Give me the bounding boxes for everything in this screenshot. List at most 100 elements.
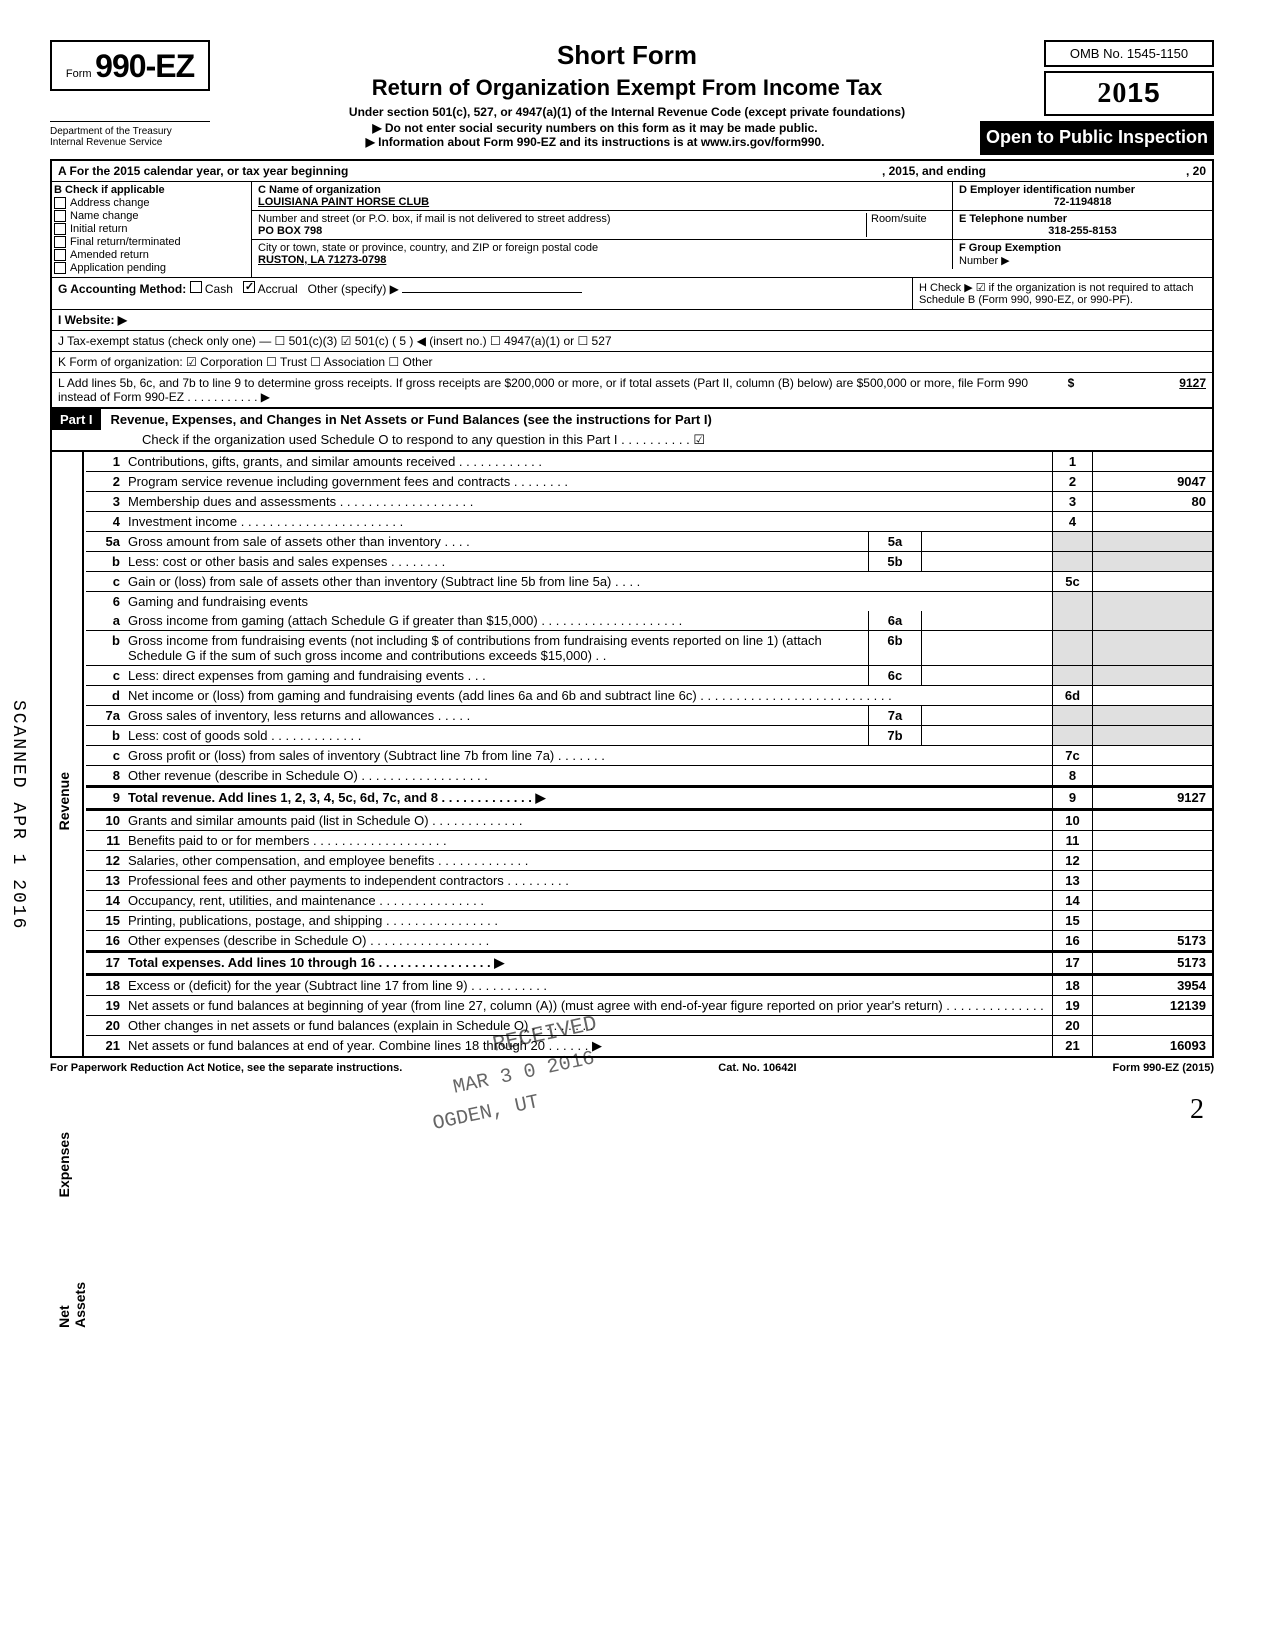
E-label: E Telephone number — [959, 213, 1206, 225]
chk-name-change[interactable]: Name change — [54, 210, 249, 222]
line21-amt: 16093 — [1092, 1036, 1212, 1056]
chk-accrual[interactable] — [243, 281, 255, 293]
L-text: L Add lines 5b, 6c, and 7b to line 9 to … — [58, 376, 1056, 404]
line10-amt — [1092, 811, 1212, 830]
scanned-stamp-side: SCANNED APR 1 2016 — [8, 700, 28, 930]
line6b-sub: 6b — [868, 631, 922, 665]
line1-amt — [1092, 452, 1212, 471]
part1-check-note: Check if the organization used Schedule … — [52, 430, 1212, 450]
subheader-row: Department of the Treasury Internal Reve… — [50, 121, 1214, 155]
row-I: I Website: ▶ — [52, 310, 1212, 331]
line6b-text: Gross income from fundraising events (no… — [124, 631, 868, 665]
row-K: K Form of organization: ☑ Corporation ☐ … — [52, 352, 1212, 373]
line8-amt — [1092, 766, 1212, 785]
row-J: J Tax-exempt status (check only one) — ☐… — [52, 331, 1212, 352]
org-name: LOUISIANA PAINT HORSE CLUB — [258, 196, 946, 208]
line12-amt — [1092, 851, 1212, 870]
H-note: H Check ▶ ☑ if the organization is not r… — [912, 278, 1212, 309]
city-label: City or town, state or province, country… — [258, 242, 946, 254]
chk-label: Initial return — [70, 223, 127, 235]
footer-row: For Paperwork Reduction Act Notice, see … — [50, 1062, 1214, 1074]
line5c-amt — [1092, 572, 1212, 591]
line5a-sub: 5a — [868, 532, 922, 551]
dept-treasury: Department of the Treasury Internal Reve… — [50, 121, 210, 148]
col-CDE: C Name of organization LOUISIANA PAINT H… — [252, 182, 1212, 277]
chk-amended-return[interactable]: Amended return — [54, 249, 249, 261]
row-GH: G Accounting Method: Cash Accrual Other … — [52, 278, 1212, 310]
G-label: G Accounting Method: — [58, 282, 186, 296]
line6c-text: Less: direct expenses from gaming and fu… — [124, 666, 868, 685]
return-title: Return of Organization Exempt From Incom… — [220, 75, 1034, 101]
F-label: F Group Exemption — [959, 242, 1061, 254]
line6d-text: Net income or (loss) from gaming and fun… — [124, 686, 1052, 705]
chk-cash[interactable] — [190, 281, 202, 293]
chk-label: Address change — [70, 197, 150, 209]
header-right-boxes: OMB No. 1545-1150 2015 — [1044, 40, 1214, 116]
line20-text: Other changes in net assets or fund bala… — [124, 1016, 1052, 1035]
info-url-note: ▶ Information about Form 990-EZ and its … — [210, 135, 980, 149]
form-lines-table: Revenue Expenses Net Assets RECEIVED MAR… — [50, 452, 1214, 1058]
row-L: L Add lines 5b, 6c, and 7b to line 9 to … — [52, 373, 1212, 407]
cash-label: Cash — [205, 282, 233, 296]
D-label: D Employer identification number — [959, 184, 1206, 196]
under-section-note: Under section 501(c), 527, or 4947(a)(1)… — [220, 105, 1034, 119]
line6a-text: Gross income from gaming (attach Schedul… — [124, 611, 868, 630]
chk-label: Name change — [70, 210, 139, 222]
netassets-side-label: Net Assets — [56, 1282, 88, 1328]
line7c-amt — [1092, 746, 1212, 765]
line5c-text: Gain or (loss) from sale of assets other… — [124, 572, 1052, 591]
line-A-end: , 20 — [1186, 164, 1206, 178]
C-label: C Name of organization — [258, 184, 946, 196]
title-area: Short Form Return of Organization Exempt… — [210, 40, 1044, 119]
chk-address-change[interactable]: Address change — [54, 197, 249, 209]
L-amount: 9127 — [1086, 376, 1206, 404]
line18-amt: 3954 — [1092, 976, 1212, 995]
part1-badge: Part I — [52, 409, 101, 430]
line19-text: Net assets or fund balances at beginning… — [124, 996, 1052, 1015]
other-label: Other (specify) ▶ — [308, 282, 399, 296]
line3-text: Membership dues and assessments . . . . … — [124, 492, 1052, 511]
form-prefix: Form — [66, 68, 92, 80]
revenue-side-label: Revenue — [56, 772, 72, 830]
chk-application-pending[interactable]: Application pending — [54, 262, 249, 274]
tax-year: 2015 — [1044, 71, 1214, 116]
line7c-text: Gross profit or (loss) from sales of inv… — [124, 746, 1052, 765]
form-number: 990-EZ — [95, 48, 194, 84]
line4-text: Investment income . . . . . . . . . . . … — [124, 512, 1052, 531]
accrual-label: Accrual — [258, 282, 298, 296]
line15-amt — [1092, 911, 1212, 930]
B-label: B Check if applicable — [54, 184, 249, 196]
line7a-sub: 7a — [868, 706, 922, 725]
line3-amt: 80 — [1092, 492, 1212, 511]
line7b-text: Less: cost of goods sold . . . . . . . .… — [124, 726, 868, 745]
chk-initial-return[interactable]: Initial return — [54, 223, 249, 235]
ssn-warning: ▶ Do not enter social security numbers o… — [210, 121, 980, 135]
chk-final-return[interactable]: Final return/terminated — [54, 236, 249, 248]
line6d-code: 6d — [1052, 686, 1092, 705]
chk-label: Amended return — [70, 249, 149, 261]
dept-line1: Department of the Treasury — [50, 126, 210, 137]
line-A-begin: A For the 2015 calendar year, or tax yea… — [58, 164, 348, 178]
phone-value: 318-255-8153 — [959, 225, 1206, 237]
line6a-sub: 6a — [868, 611, 922, 630]
expenses-side-label: Expenses — [56, 1132, 72, 1197]
line8-text: Other revenue (describe in Schedule O) .… — [124, 766, 1052, 785]
line9-amt: 9127 — [1092, 788, 1212, 808]
line14-text: Occupancy, rent, utilities, and maintena… — [124, 891, 1052, 910]
identity-section: A For the 2015 calendar year, or tax yea… — [50, 159, 1214, 409]
line11-text: Benefits paid to or for members . . . . … — [124, 831, 1052, 850]
line7c-code: 7c — [1052, 746, 1092, 765]
line14-amt — [1092, 891, 1212, 910]
line2-text: Program service revenue including govern… — [124, 472, 1052, 491]
line6d-amt — [1092, 686, 1212, 705]
subheader-notes: ▶ Do not enter social security numbers o… — [210, 121, 980, 149]
line16-amt: 5173 — [1092, 931, 1212, 950]
line21-text: Net assets or fund balances at end of ye… — [124, 1036, 1052, 1056]
po-box: PO BOX 798 — [258, 225, 866, 237]
line9-text: Total revenue. Add lines 1, 2, 3, 4, 5c,… — [124, 788, 1052, 808]
line16-text: Other expenses (describe in Schedule O) … — [124, 931, 1052, 950]
line5c-code: 5c — [1052, 572, 1092, 591]
line17-text: Total expenses. Add lines 10 through 16 … — [124, 953, 1052, 973]
col-B-checkboxes: B Check if applicable Address change Nam… — [52, 182, 252, 277]
footer-left: For Paperwork Reduction Act Notice, see … — [50, 1062, 402, 1074]
